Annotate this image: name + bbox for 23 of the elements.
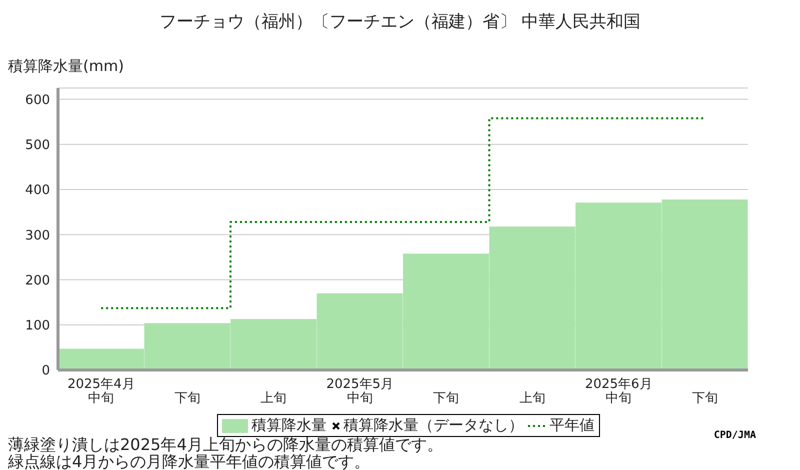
y-axis-title: 積算降水量(mm) [8, 57, 124, 75]
x-tick-label: 下旬 [690, 391, 719, 406]
y-tick-label: 600 [25, 92, 50, 108]
x-tick-label: 2025年5月中旬 [325, 377, 395, 406]
chart-title: フーチョウ（福州）〔フーチエン（福建）省〕 中華人民共和国 [158, 11, 642, 33]
y-tick-label: 300 [25, 228, 50, 244]
y-tick-label: 400 [25, 183, 50, 198]
legend-label: 平年値 [548, 416, 594, 435]
text: CPD/JMA [714, 430, 756, 441]
text: 緑点線は4月からの月降水量平年値の積算値です。 [8, 452, 372, 470]
x-tick-label: 上旬 [260, 391, 288, 406]
x-tick-label: 上旬 [518, 391, 546, 406]
y-tick-label: 100 [25, 318, 50, 334]
x-tick-label: 2025年4月中旬 [66, 377, 136, 406]
legend-label: 積算降水量（データなし） [342, 416, 524, 435]
x-tick-label: 2025年6月中旬 [584, 377, 654, 406]
y-tick-label: 0 [42, 364, 50, 379]
y-tick-label: 200 [25, 273, 50, 288]
y-tick-label: 500 [25, 138, 50, 154]
x-tick-label: 下旬 [432, 391, 460, 406]
x-tick-label: 下旬 [173, 391, 202, 406]
text: 薄緑塗り潰しは2025年4月上旬からの降水量の積算値です。 [8, 435, 443, 454]
legend-label: 積算降水量 [250, 416, 326, 435]
